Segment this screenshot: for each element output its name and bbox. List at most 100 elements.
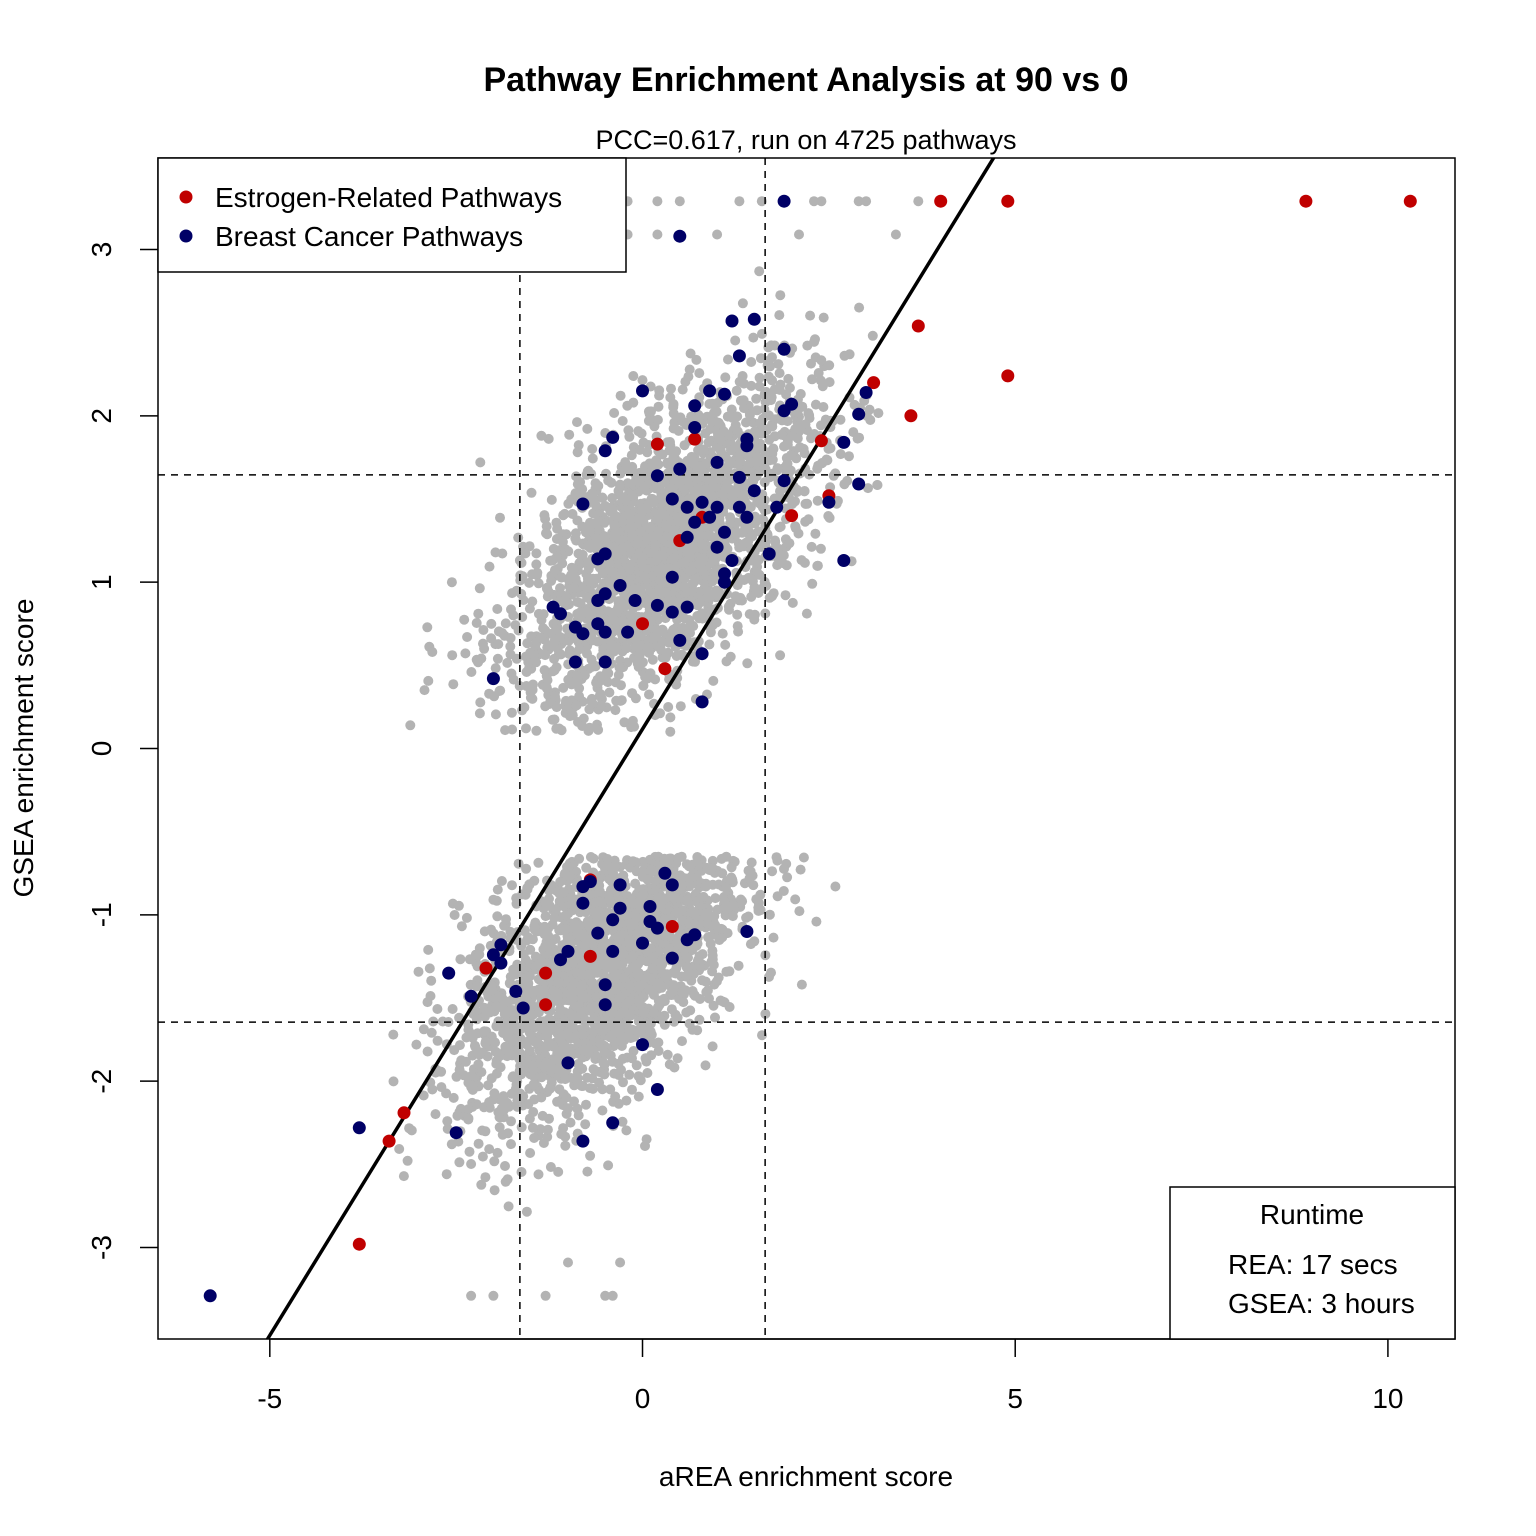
background-point — [661, 522, 672, 533]
background-point — [689, 919, 700, 930]
background-point — [566, 892, 577, 903]
chart-title: Pathway Enrichment Analysis at 90 vs 0 — [483, 61, 1128, 99]
background-point — [698, 891, 709, 902]
background-point — [725, 651, 736, 662]
background-point — [524, 1113, 535, 1124]
background-point — [491, 1058, 502, 1069]
background-point — [636, 979, 647, 990]
background-point — [705, 489, 716, 500]
background-point — [615, 1035, 626, 1046]
background-point — [677, 915, 688, 926]
background-point — [551, 702, 562, 713]
background-point — [568, 564, 579, 575]
background-point — [554, 896, 565, 907]
breast-cancer-point — [650, 598, 664, 612]
background-point — [642, 1068, 653, 1078]
background-point — [588, 853, 599, 864]
estrogen-point — [583, 949, 597, 963]
background-point — [538, 609, 549, 620]
breast-cancer-point — [636, 936, 649, 950]
background-point — [654, 390, 665, 401]
background-point — [533, 1169, 544, 1180]
background-point — [627, 1053, 637, 1064]
background-point — [587, 1027, 598, 1038]
background-point — [584, 525, 595, 536]
background-point — [500, 618, 511, 629]
background-point — [524, 879, 535, 890]
background-point — [810, 528, 821, 539]
background-point — [577, 549, 588, 560]
background-point — [552, 1096, 563, 1107]
background-point — [511, 893, 522, 904]
background-point — [642, 874, 653, 885]
background-point — [708, 1000, 719, 1011]
background-point — [491, 1001, 502, 1012]
background-point — [561, 910, 572, 921]
background-point — [462, 632, 473, 642]
background-point — [631, 912, 642, 923]
background-point — [835, 449, 846, 460]
background-point — [615, 468, 626, 479]
background-point — [816, 355, 827, 366]
background-point — [623, 509, 634, 520]
background-point — [550, 1055, 561, 1065]
breast-cancer-point — [747, 312, 761, 326]
background-point — [576, 1081, 587, 1091]
breast-cancer-point — [837, 554, 851, 567]
background-point — [528, 1080, 539, 1091]
background-point — [601, 468, 611, 479]
background-point — [774, 310, 785, 321]
background-point — [611, 616, 622, 627]
background-point — [807, 578, 818, 589]
background-point — [608, 962, 618, 972]
background-point — [623, 541, 633, 552]
breast-cancer-point — [591, 594, 605, 607]
x-tick-label: 5 — [1007, 1383, 1023, 1414]
background-point — [815, 543, 826, 554]
background-point — [588, 508, 599, 519]
background-point — [700, 908, 710, 919]
background-point — [604, 558, 615, 568]
background-point — [430, 1109, 441, 1120]
background-point — [541, 1057, 552, 1068]
background-point — [446, 577, 457, 588]
background-point — [627, 951, 638, 962]
background-point — [539, 1044, 550, 1054]
background-point — [707, 555, 718, 566]
background-point — [575, 907, 585, 918]
background-point — [646, 1050, 657, 1061]
breast-cancer-point — [710, 540, 724, 554]
background-point — [755, 905, 766, 915]
background-point — [804, 410, 815, 421]
background-point — [547, 714, 558, 725]
background-point — [642, 946, 653, 957]
estrogen-point — [479, 961, 493, 975]
background-point — [743, 911, 754, 922]
estrogen-point — [911, 319, 925, 333]
breast-cancer-point — [486, 948, 500, 962]
background-point — [589, 538, 600, 548]
background-point — [764, 472, 775, 483]
background-point — [706, 521, 717, 532]
background-point — [653, 526, 664, 537]
background-point — [772, 855, 783, 866]
background-point — [607, 639, 617, 650]
background-point — [524, 603, 535, 614]
background-point — [475, 457, 486, 468]
background-point — [693, 599, 704, 610]
background-point — [752, 405, 763, 416]
background-point — [593, 604, 604, 615]
background-point — [724, 604, 734, 615]
background-point — [559, 868, 570, 879]
background-point — [474, 949, 485, 960]
background-point — [707, 879, 718, 890]
background-point — [536, 632, 547, 643]
background-point — [569, 1096, 579, 1107]
breast-cancer-point — [494, 956, 508, 970]
background-point — [567, 710, 578, 721]
background-point — [628, 397, 639, 408]
background-point — [561, 1092, 572, 1103]
background-point — [473, 1059, 484, 1070]
background-point — [763, 342, 774, 353]
background-point — [614, 992, 625, 1003]
